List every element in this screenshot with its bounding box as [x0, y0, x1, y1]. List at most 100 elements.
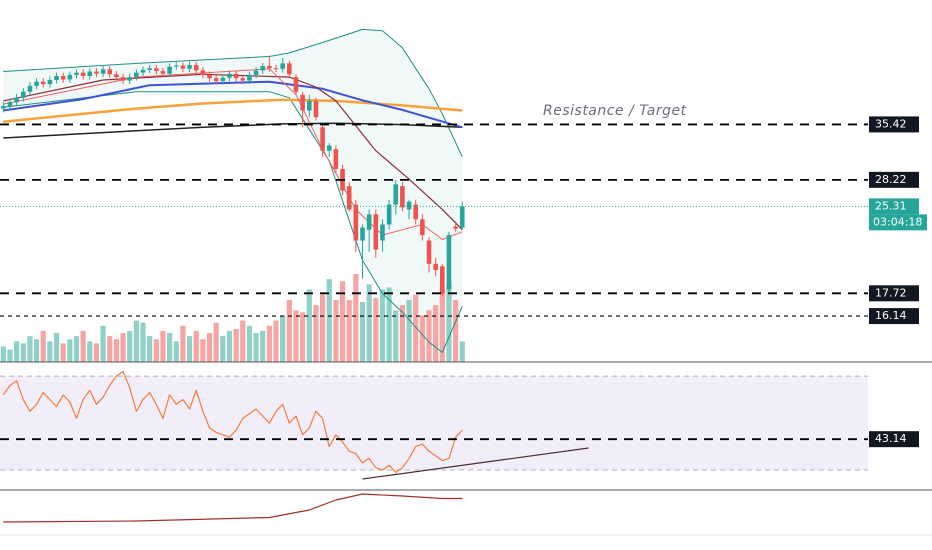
level-tag	[869, 171, 919, 188]
volume-bar	[339, 281, 346, 362]
rsi-line	[2, 370, 463, 473]
band-fill	[3, 29, 463, 353]
volume-bar	[419, 315, 425, 362]
volume-bar	[286, 299, 292, 362]
volume-bar	[413, 294, 419, 362]
volume-bar	[127, 330, 133, 362]
volume-bar	[399, 305, 406, 362]
volume-bar	[266, 325, 272, 362]
volume-bar	[7, 349, 13, 362]
candle-body	[213, 78, 219, 82]
candle-body	[426, 240, 432, 264]
candle-body	[193, 64, 199, 71]
level-tag-label: 16.14	[875, 309, 907, 322]
volume-bar	[80, 330, 86, 362]
volume-bar	[353, 274, 359, 362]
candle-body	[366, 214, 372, 230]
rsi-level-tag	[869, 431, 919, 448]
volume-bar	[306, 289, 312, 362]
candle-body	[1, 106, 6, 109]
volume-bar	[60, 343, 66, 362]
volume-bar	[213, 322, 219, 362]
volume-bar	[446, 284, 452, 362]
annotation: Resistance / Target	[543, 103, 687, 119]
bollinger-upper	[3, 28, 463, 158]
candle-body	[127, 77, 133, 81]
volume-bar	[206, 333, 213, 362]
candle-body	[87, 71, 93, 77]
volume-bar	[113, 339, 119, 362]
candle-body	[173, 65, 179, 67]
candle-body	[220, 77, 226, 82]
candle-body	[47, 79, 53, 85]
level-tag-label: 17.72	[875, 286, 907, 299]
candle-body	[406, 201, 412, 210]
volume-bar	[319, 294, 326, 362]
countdown-tag	[869, 214, 927, 231]
level-tag	[869, 116, 919, 133]
candle-body	[107, 69, 113, 75]
candle-body	[380, 224, 385, 241]
candle-body	[67, 74, 73, 80]
volume-bar	[14, 341, 20, 362]
candle-body	[293, 77, 299, 92]
volume-bar	[0, 346, 6, 362]
candle-body	[420, 219, 425, 236]
candle-body	[154, 68, 159, 71]
volume-bar	[186, 336, 193, 362]
candle-body	[14, 97, 19, 103]
candle-body	[180, 65, 186, 69]
candle-body	[446, 235, 452, 290]
candle-body	[459, 206, 465, 228]
volume-bar	[300, 312, 306, 362]
candle-body	[393, 184, 399, 205]
volume-bar	[326, 279, 332, 362]
candle-body	[167, 66, 172, 74]
candle-body	[94, 71, 99, 74]
volume-bar	[439, 289, 445, 362]
candle-body	[287, 63, 292, 75]
candle-body	[54, 76, 59, 80]
volume-bar	[173, 341, 179, 362]
axes: 35.42 28.22 17.72 16.14 25.31 03:04:18 43.14	[869, 116, 927, 448]
volume-bar	[87, 341, 93, 362]
candle-body	[353, 204, 359, 241]
volume-bar	[253, 333, 259, 362]
candle-body	[346, 186, 352, 210]
candle-body	[227, 73, 232, 78]
volume-bar	[120, 333, 126, 362]
candle-body	[40, 81, 46, 85]
candle-body	[7, 102, 13, 107]
volume-bar	[100, 325, 106, 362]
moving-average	[3, 98, 463, 124]
volume-bar	[153, 339, 159, 362]
volume-bar	[433, 305, 439, 362]
candle-body	[134, 72, 139, 78]
volume-bar	[167, 333, 173, 362]
volume-bar	[359, 301, 366, 362]
marks	[0, 28, 868, 523]
volume-bar	[313, 305, 319, 362]
rsi-level-label: 43.14	[875, 432, 907, 445]
volume-bar	[393, 310, 399, 362]
last-price-label: 25.31	[875, 199, 907, 212]
indicator-line	[3, 493, 463, 523]
volume-bar	[459, 341, 465, 362]
volume-bar	[20, 343, 26, 362]
candle-body	[200, 70, 206, 75]
volume-bar	[333, 299, 339, 362]
volume-bar	[379, 289, 386, 362]
volume-bar	[93, 343, 100, 362]
volume-bar	[193, 330, 199, 362]
volume-bar	[53, 333, 60, 362]
candle-body	[253, 70, 259, 75]
volume-bar	[33, 339, 40, 362]
candle-body	[386, 204, 392, 225]
candle-body	[333, 149, 339, 170]
candle-body	[453, 226, 458, 229]
volume-bar	[180, 325, 186, 362]
volume-bar	[273, 320, 279, 362]
volume-bar	[406, 299, 412, 362]
volume-bar	[200, 339, 206, 362]
